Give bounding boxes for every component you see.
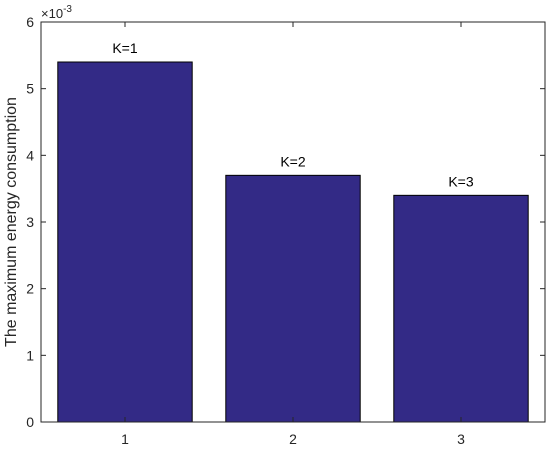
x-tick-label: 2 (289, 431, 297, 447)
data-label-2: K=2 (280, 153, 306, 169)
data-labels-layer: K=1 K=2 K=3 (112, 40, 474, 189)
bars-layer (57, 61, 529, 423)
y-tick-label: 2 (26, 281, 34, 297)
data-label-1: K=1 (112, 40, 138, 56)
bar-1 (57, 61, 193, 423)
bar-3 (393, 194, 529, 423)
y-tick-label: 6 (26, 14, 34, 30)
y-tick-label: 5 (26, 81, 34, 97)
y-axis-label: The maximum energy consumption (3, 97, 20, 347)
y-axis-exponent: ×10-3 (41, 4, 72, 21)
x-axis-ticks: 1 2 3 (121, 22, 465, 447)
x-tick-label: 3 (457, 431, 465, 447)
y-axis-ticks: 0 1 2 3 4 5 6 (26, 14, 545, 430)
y-tick-label: 1 (26, 347, 34, 363)
x-tick-label: 1 (121, 431, 129, 447)
bar-2 (225, 174, 361, 423)
y-tick-label: 3 (26, 214, 34, 230)
y-tick-label: 0 (26, 414, 34, 430)
y-tick-label: 4 (26, 147, 34, 163)
data-label-3: K=3 (448, 173, 474, 189)
